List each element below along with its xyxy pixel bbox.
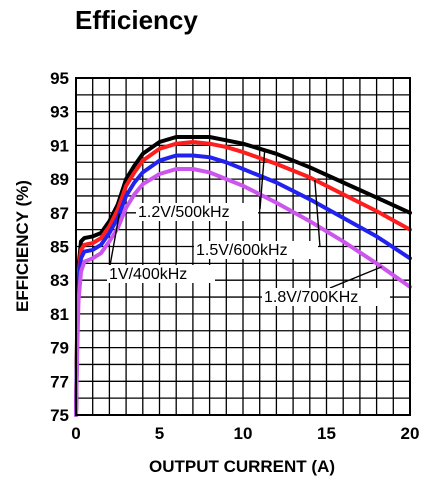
y-tick-label: 91	[50, 136, 69, 155]
y-tick-labels: 75 77 79 81 83 85 87 89 91 93 95	[50, 69, 69, 425]
annotation-label: 1.2V/500kHz	[138, 204, 230, 221]
annotation-leaders	[108, 150, 382, 289]
y-tick-label: 89	[50, 170, 69, 189]
y-tick-label: 75	[50, 406, 69, 425]
x-tick-label: 20	[401, 424, 420, 443]
y-axis-label: EFFICIENCY (%)	[13, 180, 32, 312]
y-tick-label: 83	[50, 271, 69, 290]
series-line-1	[74, 135, 412, 417]
y-tick-label: 79	[50, 339, 69, 358]
annotation-leader	[259, 150, 266, 210]
annotation-bg	[194, 241, 318, 259]
annotation-label: 1V/400kHz	[109, 266, 187, 283]
annotation-leader	[329, 266, 382, 289]
chart-title: Efficiency	[75, 5, 198, 35]
x-axis-label: OUTPUT CURRENT (A)	[149, 457, 335, 476]
annotation-leader	[108, 213, 121, 272]
y-tick-label: 93	[50, 103, 69, 122]
annotation-label: 1.8V/700KHz	[264, 289, 358, 306]
x-tick-labels: 0 5 10 15 20	[71, 424, 419, 443]
x-tick-label: 5	[155, 424, 164, 443]
y-tick-label: 81	[50, 305, 69, 324]
annotation-bg	[262, 288, 390, 306]
y-tick-label: 85	[50, 238, 69, 257]
y-tick-label: 77	[50, 372, 69, 391]
x-tick-label: 0	[71, 424, 80, 443]
x-tick-label: 10	[234, 424, 253, 443]
annotation-bg	[107, 265, 215, 283]
y-tick-label: 95	[50, 69, 69, 88]
series-line-4	[74, 167, 412, 417]
annotations: 1.2V/500kHz 1.5V/600kHz 1V/400kHz 1.8V/700K…	[107, 203, 390, 306]
series-line-3	[74, 153, 412, 417]
annotation-label: 1.5V/600kHz	[196, 242, 288, 259]
series-lines	[74, 135, 412, 417]
plot-frame	[75, 77, 411, 416]
annotation-leader	[314, 179, 321, 248]
annotation-bg	[136, 203, 258, 221]
x-tick-label: 15	[317, 424, 336, 443]
series-line-2	[74, 140, 412, 417]
y-tick-label: 87	[50, 204, 69, 223]
